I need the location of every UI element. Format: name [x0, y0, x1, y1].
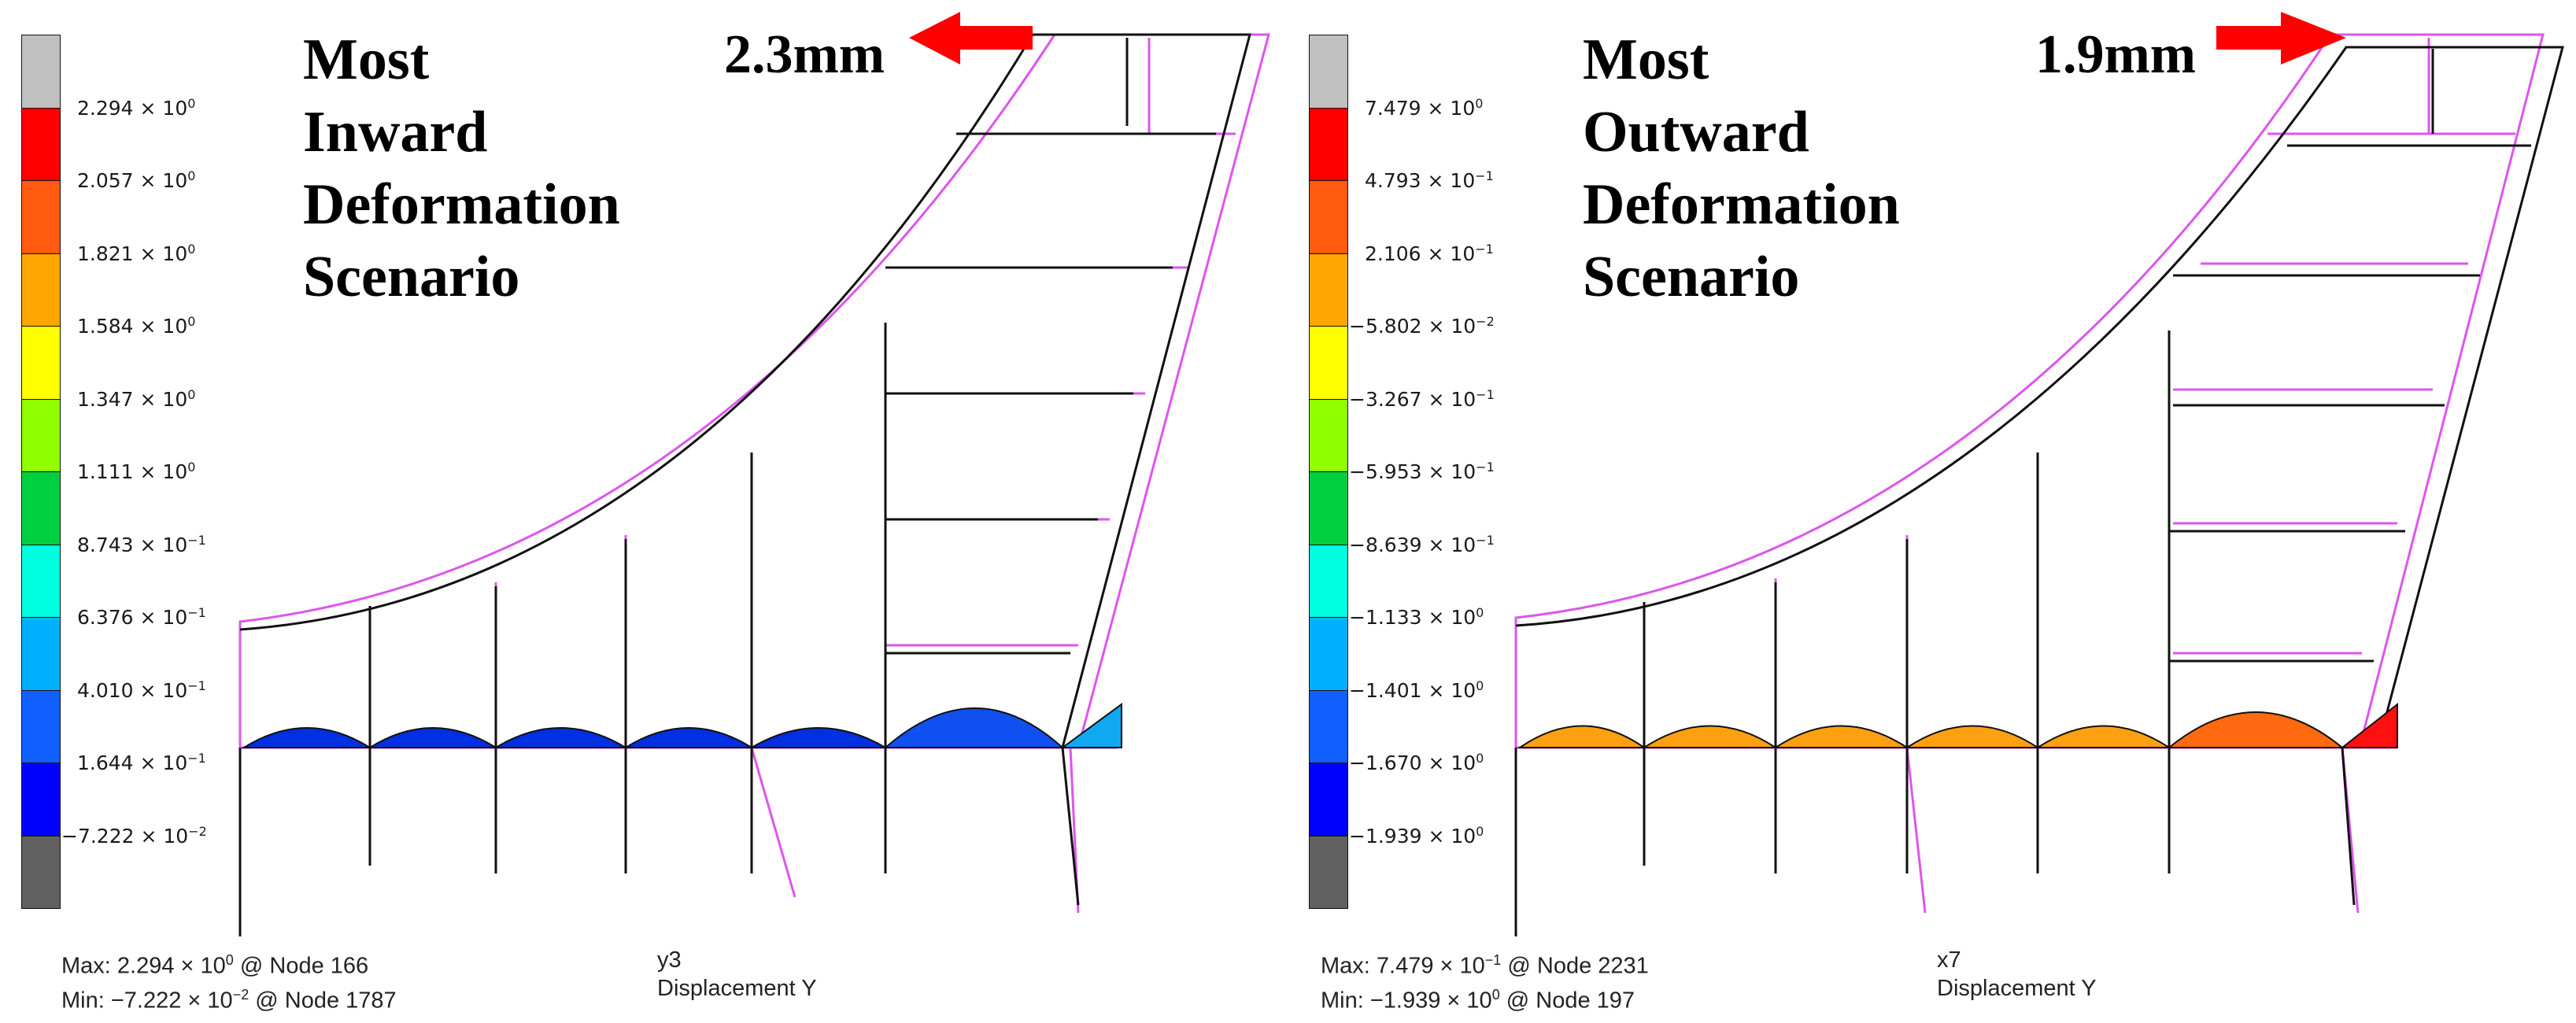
legend-swatch — [21, 398, 61, 472]
legend-swatch — [21, 763, 61, 836]
displacement-magnitude-label: 2.3mm — [724, 24, 885, 85]
result-name: Displacement Y — [1937, 976, 2097, 1001]
scenario-title: Most Inward Deformation Scenario — [303, 24, 620, 313]
legend-tick-label: −5.802 × 10−2 — [1349, 313, 1495, 338]
title-line: Outward — [1583, 100, 1809, 164]
legend-tick-label: 2.057 × 100 — [77, 168, 196, 193]
fe-model-drawing — [238, 12, 1270, 936]
max-line: Max: 2.294 × 100 @ Node 166 — [61, 952, 369, 979]
legend-swatch — [21, 689, 61, 763]
legend-swatch — [21, 107, 61, 181]
title-line: Scenario — [1583, 245, 1800, 309]
legend-tick-label: 4.793 × 10−1 — [1365, 168, 1494, 193]
title-line: Most — [303, 28, 430, 92]
legend-tick-label: 1.584 × 100 — [77, 313, 196, 338]
legend-swatch — [1309, 471, 1348, 545]
legend-swatch — [1309, 180, 1348, 254]
displacement-magnitude-label: 1.9mm — [2035, 24, 2197, 85]
legend-swatch — [1309, 35, 1348, 109]
legend-tick-label: 1.644 × 10−1 — [77, 750, 206, 775]
legend-tick-label: 1.111 × 100 — [77, 459, 196, 484]
max-min-readout: Max: 7.479 × 10−1 @ Node 2231 Min: −1.93… — [1321, 946, 1649, 1014]
legend-swatch — [21, 253, 61, 327]
case-name: y3 — [657, 947, 682, 973]
result-info: x7 Displacement Y — [1937, 946, 2097, 1003]
legend-swatch — [21, 544, 61, 618]
legend-tick-label: −1.401 × 100 — [1349, 678, 1484, 702]
legend-tick-label: 6.376 × 10−1 — [77, 604, 206, 630]
legend-tick-label: −5.953 × 10−1 — [1349, 459, 1495, 484]
legend-swatch — [1309, 763, 1348, 836]
legend-swatch — [1309, 544, 1348, 618]
legend-colorbar — [21, 35, 61, 909]
case-name: x7 — [1937, 947, 1961, 973]
min-line: Min: −1.939 × 100 @ Node 197 — [1321, 986, 1635, 1014]
legend-swatch — [1309, 326, 1348, 400]
legend-tick-label: 1.821 × 100 — [77, 241, 196, 265]
legend-colorbar — [1309, 35, 1348, 909]
displacement-contour — [241, 703, 1122, 748]
legend-tick-label: 7.479 × 100 — [1365, 95, 1484, 120]
scenario-title: Most Outward Deformation Scenario — [1583, 24, 1900, 313]
legend-tick-label: 2.106 × 10−1 — [1365, 241, 1494, 265]
legend-tick-label: −1.939 × 100 — [1349, 823, 1484, 848]
legend-swatch — [1309, 253, 1348, 327]
legend-swatch — [21, 835, 61, 909]
outward-arrow — [2216, 12, 2346, 65]
title-line: Deformation — [303, 172, 620, 237]
max-line: Max: 7.479 × 10−1 @ Node 2231 — [1321, 952, 1649, 979]
legend-tick-label: 4.010 × 10−1 — [77, 678, 206, 702]
legend-swatch — [21, 617, 61, 691]
title-line: Most — [1583, 28, 1709, 92]
panel-outward: 7.479 × 100 4.793 × 10−1 2.106 × 10−1 −5.80… — [1288, 0, 2576, 1023]
legend-tick-label: −1.133 × 100 — [1349, 604, 1484, 630]
panel-inward: 2.294 × 100 2.057 × 100 1.821 × 100 1.584 ×… — [21, 12, 1270, 1014]
title-line: Scenario — [303, 245, 520, 309]
legend-swatch — [1309, 835, 1348, 909]
legend-swatch — [21, 35, 61, 109]
legend-swatch — [21, 471, 61, 545]
deformed-mesh — [238, 33, 1251, 936]
legend-swatch — [1309, 398, 1348, 472]
legend-tick-label: −8.639 × 10−1 — [1349, 532, 1495, 556]
fe-model-drawing — [1514, 12, 2564, 936]
legend-tick-label: −3.267 × 10−1 — [1349, 386, 1495, 411]
legend-tick-label: −7.222 × 10−2 — [61, 823, 207, 848]
displacement-contour — [1517, 702, 2398, 748]
deformed-mesh — [1514, 46, 2564, 936]
title-line: Inward — [303, 100, 488, 164]
result-name: Displacement Y — [657, 976, 817, 1001]
legend-tick-label: 1.347 × 100 — [77, 386, 196, 411]
legend-tick-label: −1.670 × 100 — [1349, 750, 1484, 775]
legend-tick-label: 8.743 × 10−1 — [77, 532, 206, 556]
title-line: Deformation — [1583, 172, 1900, 237]
max-min-readout: Max: 2.294 × 100 @ Node 166 Min: −7.222 … — [61, 946, 397, 1014]
legend-tick-label: 2.294 × 100 — [77, 95, 196, 120]
min-line: Min: −7.222 × 10−2 @ Node 1787 — [61, 986, 397, 1014]
legend-swatch — [1309, 689, 1348, 763]
result-info: y3 Displacement Y — [657, 946, 817, 1003]
legend-swatch — [1309, 617, 1348, 691]
legend-swatch — [21, 180, 61, 254]
inward-arrow — [909, 12, 1033, 65]
legend-swatch — [1309, 107, 1348, 181]
legend-swatch — [21, 326, 61, 400]
